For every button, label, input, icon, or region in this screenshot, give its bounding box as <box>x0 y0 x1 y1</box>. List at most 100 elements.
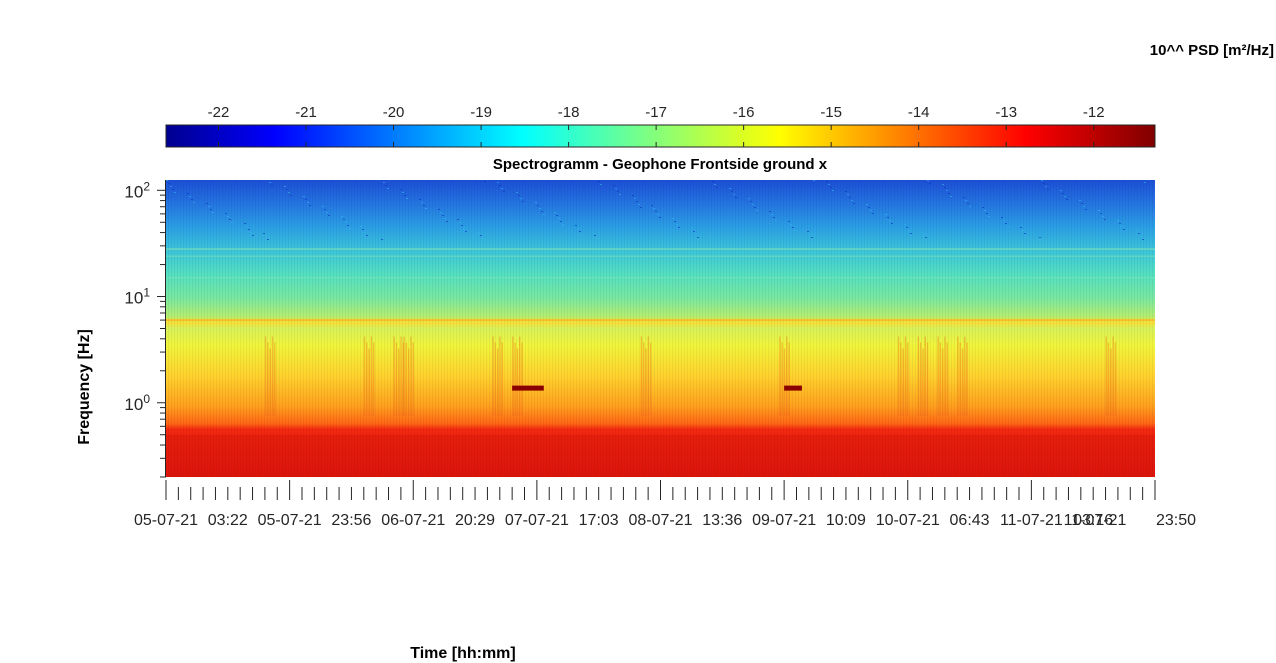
x-ticks <box>165 480 1156 500</box>
x-tick-label-date: 11-07-21 <box>1000 512 1063 529</box>
event-streak <box>1110 348 1112 417</box>
noise-speckle <box>754 207 756 208</box>
noise-speckle <box>290 195 292 196</box>
noise-speckle <box>1047 189 1049 190</box>
noise-speckle <box>657 214 659 215</box>
noise-speckle <box>632 195 634 196</box>
noise-speckle <box>1104 219 1106 220</box>
noise-speckle <box>1005 223 1007 224</box>
noise-speckle <box>986 213 988 214</box>
noise-speckle <box>889 220 891 221</box>
noise-speckle <box>558 218 560 219</box>
event-streak <box>501 342 503 417</box>
noise-speckle <box>442 215 444 216</box>
noise-speckle <box>577 228 579 229</box>
noise-speckle <box>982 207 984 208</box>
resonance-band <box>166 248 1155 250</box>
colorbar-tick-label: -17 <box>645 104 667 121</box>
noise-speckle <box>581 234 583 235</box>
noise-speckle <box>463 228 465 229</box>
noise-speckle <box>619 194 621 195</box>
event-streak <box>368 348 370 417</box>
noise-speckle <box>1001 217 1003 218</box>
colorbar-tick-label: -15 <box>820 104 842 121</box>
noise-speckle <box>480 235 482 236</box>
noise-speckle <box>653 208 655 209</box>
noise-speckle <box>1039 237 1041 238</box>
noise-speckle <box>206 203 208 204</box>
event-streak <box>902 348 904 417</box>
noise-speckle <box>830 187 832 188</box>
noise-speckle <box>790 224 792 225</box>
noise-speckle <box>853 203 855 204</box>
event-streak <box>966 342 968 417</box>
noise-speckle <box>944 187 946 188</box>
spectrogram-texture <box>166 180 1155 477</box>
noise-speckle <box>870 210 872 211</box>
noise-speckle <box>341 216 343 217</box>
noise-speckle <box>714 184 716 185</box>
noise-speckle <box>560 221 562 222</box>
noise-speckle <box>191 199 193 200</box>
noise-speckle <box>208 206 210 207</box>
event-streak <box>492 336 494 417</box>
event-streak <box>964 336 966 417</box>
x-tick-labels: 05-07-21 03:22 05-07-21 23:56 06-07-21 20:29 0… <box>134 512 1196 529</box>
x-tick-label-time: 10:09 <box>826 512 866 529</box>
x-tick-label-date: 06-07-21 <box>381 512 445 529</box>
event-streak <box>924 336 926 417</box>
event-streak <box>647 336 650 417</box>
event-streak <box>373 342 375 417</box>
noise-speckle <box>1142 239 1144 240</box>
noise-speckle <box>710 238 712 239</box>
noise-speckle <box>1081 203 1083 204</box>
noise-speckle <box>360 226 362 227</box>
noise-speckle <box>404 195 406 196</box>
noise-speckle <box>227 216 229 217</box>
colorbar-tick-label: -12 <box>1083 104 1105 121</box>
y-tick-label: 102 <box>124 179 150 201</box>
noise-speckle <box>872 213 874 214</box>
x-tick-label-date: 08-07-21 <box>628 512 692 529</box>
noise-speckle <box>809 234 811 235</box>
noise-speckle <box>678 227 680 228</box>
noise-speckle <box>674 221 676 222</box>
event-streak <box>402 342 405 417</box>
noise-speckle <box>520 198 522 199</box>
event-streak <box>393 336 395 417</box>
x-tick-label-time: 23:50 <box>1156 512 1196 529</box>
event-streak <box>937 336 939 417</box>
noise-speckle <box>501 188 503 189</box>
noise-speckle <box>461 225 463 226</box>
noise-speckle <box>438 209 440 210</box>
event-streak <box>640 336 643 417</box>
noise-speckle <box>617 191 619 192</box>
colorbar-gradient <box>165 124 1156 148</box>
colorbar-tick-label: -21 <box>295 104 317 121</box>
event-streak <box>410 336 412 417</box>
event-streak <box>366 342 368 417</box>
x-tick-label-time: 03:16 <box>1073 512 1113 529</box>
colorbar-tick-label: -16 <box>733 104 755 121</box>
noise-speckle <box>904 224 906 225</box>
noise-speckle <box>383 182 385 183</box>
noise-speckle <box>615 188 617 189</box>
noise-speckle <box>1024 233 1026 234</box>
noise-speckle <box>288 192 290 193</box>
noise-speckle <box>691 228 693 229</box>
event-streak <box>395 342 398 417</box>
noise-speckle <box>794 230 796 231</box>
event-streak <box>516 348 519 417</box>
noise-speckle <box>845 191 847 192</box>
noise-speckle <box>923 234 925 235</box>
noise-speckle <box>425 208 427 209</box>
event-streak <box>496 348 499 417</box>
noise-speckle <box>788 221 790 222</box>
noise-speckle <box>948 193 950 194</box>
noise-speckle <box>516 192 518 193</box>
noise-speckle <box>735 197 737 198</box>
noise-speckle <box>1041 180 1043 181</box>
noise-speckle <box>712 181 714 182</box>
x-tick-label-date: 05-07-21 <box>134 512 198 529</box>
